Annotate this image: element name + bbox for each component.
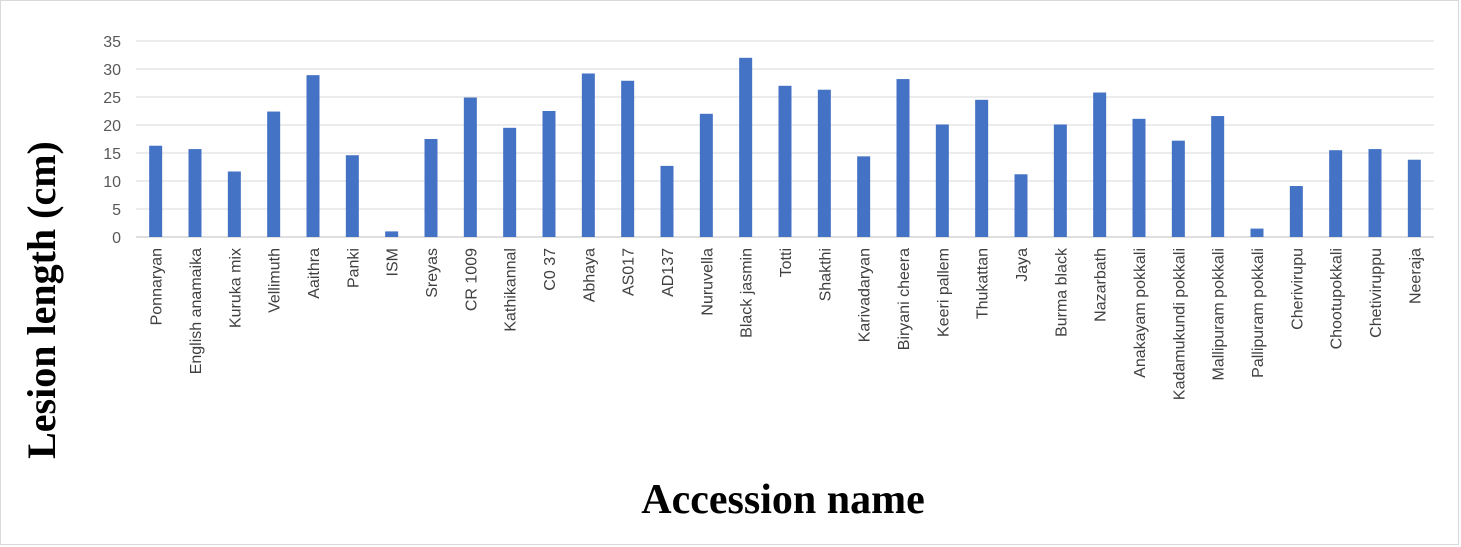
- x-category-label: Abhaya: [581, 248, 598, 302]
- bar: [503, 127, 517, 237]
- bar: [1053, 124, 1067, 237]
- x-category-label: ISM: [385, 248, 402, 276]
- y-axis-ticks: 0 5 10 15 20 25 30 35: [103, 34, 121, 247]
- x-category-label: Panki: [345, 248, 362, 288]
- bar: [1329, 150, 1343, 237]
- bar: [1289, 186, 1303, 237]
- x-category-label: Totti: [778, 248, 795, 277]
- bar: [581, 73, 595, 237]
- x-category-label: Nazarbath: [1093, 248, 1110, 322]
- x-category-label: Chetiviruppu: [1368, 248, 1385, 338]
- y-tick-label: 25: [103, 90, 121, 107]
- bar: [542, 111, 556, 237]
- bar: [227, 171, 241, 237]
- x-category-label: Pallipuram pokkali: [1250, 248, 1267, 378]
- bar: [345, 155, 359, 237]
- y-tick-label: 5: [112, 202, 121, 219]
- x-axis-category-labels: Ponnaryan English anamaika Kuruka mix Velli…: [149, 247, 1425, 400]
- x-category-label: Kathikannal: [503, 248, 520, 332]
- y-tick-label: 10: [103, 174, 121, 191]
- x-category-label: Kadamukundi pokkali: [1171, 248, 1188, 400]
- bars: [149, 57, 1421, 238]
- y-tick-label: 30: [103, 62, 121, 79]
- x-category-label: Anakayam pokkali: [1132, 248, 1149, 378]
- bar: [306, 75, 320, 237]
- bar: [267, 111, 281, 237]
- bar: [778, 85, 792, 237]
- bar: [621, 80, 635, 237]
- bar: [699, 113, 713, 237]
- bar: [1211, 116, 1225, 237]
- bar: [424, 139, 438, 237]
- bar: [739, 57, 753, 237]
- y-tick-label: 15: [103, 146, 121, 163]
- x-category-label: Vellimuth: [267, 248, 284, 313]
- y-tick-label: 35: [103, 34, 121, 51]
- bar: [1014, 174, 1028, 237]
- x-category-label: CR 1009: [463, 248, 480, 311]
- x-category-label: Kuruka mix: [227, 248, 244, 328]
- x-category-label: Chootupokkali: [1329, 248, 1346, 349]
- x-category-label: Shakthi: [817, 248, 834, 301]
- x-category-label: C0 37: [542, 248, 559, 291]
- bar: [935, 124, 949, 237]
- y-axis-title: Lesion length (cm): [19, 141, 64, 459]
- bar: [1132, 118, 1146, 237]
- bar: [385, 231, 399, 237]
- bar: [857, 156, 871, 237]
- x-category-label: AS017: [621, 248, 638, 296]
- x-category-label: Nuruvella: [699, 248, 716, 316]
- bar: [1093, 92, 1107, 238]
- bar: [817, 89, 831, 237]
- x-category-label: AD137: [660, 248, 677, 297]
- bar: [1368, 149, 1382, 237]
- y-tick-label: 0: [112, 230, 121, 247]
- x-category-label: Mallipuram pokkali: [1211, 248, 1228, 381]
- x-category-label: Karivadaryan: [857, 248, 874, 342]
- y-tick-label: 20: [103, 118, 121, 135]
- x-category-label: Ponnaryan: [149, 248, 166, 325]
- x-axis-title: Accession name: [641, 477, 924, 523]
- bar: [975, 99, 989, 237]
- x-category-label: Neeraja: [1407, 248, 1424, 304]
- bar: [463, 97, 477, 237]
- x-category-label: Keeri pallem: [935, 248, 952, 337]
- x-category-label: Sreyas: [424, 248, 441, 298]
- x-category-label: Burma black: [1053, 247, 1070, 337]
- x-category-label: Aaithra: [306, 248, 323, 299]
- bar: [1250, 228, 1264, 237]
- x-category-label: English anamaika: [188, 248, 205, 374]
- x-category-label: Jaya: [1014, 248, 1031, 282]
- bar: [1171, 140, 1185, 237]
- x-category-label: Black jasmin: [739, 248, 756, 338]
- x-category-label: Biryani cheera: [896, 248, 913, 350]
- bar: [149, 145, 163, 237]
- bar: [896, 79, 910, 237]
- bar: [1407, 159, 1421, 237]
- x-category-label: Thukattan: [975, 248, 992, 319]
- x-category-label: Cherivirupu: [1289, 248, 1306, 330]
- bar: [188, 149, 202, 237]
- bar: [660, 165, 674, 237]
